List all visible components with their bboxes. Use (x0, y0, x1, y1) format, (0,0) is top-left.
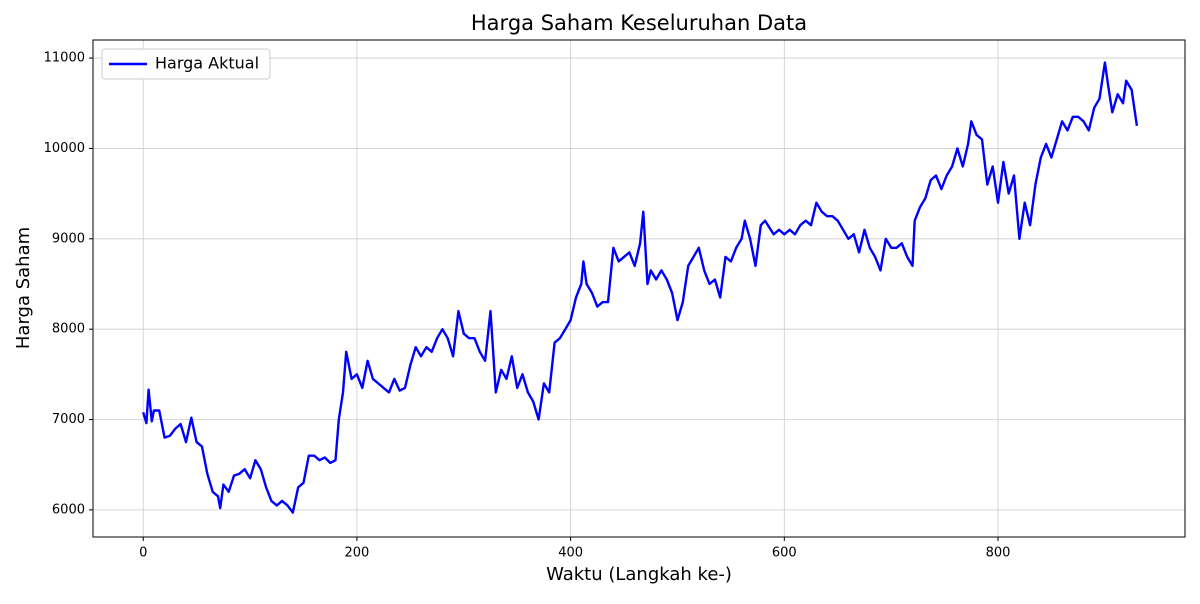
x-axis-label: Waktu (Langkah ke-) (546, 564, 732, 585)
y-tick-label: 6000 (52, 502, 85, 517)
y-tick-label: 8000 (52, 322, 85, 337)
plot-frame (92, 39, 1186, 538)
x-tick-label: 0 (139, 546, 147, 561)
x-tick-label: 200 (345, 546, 370, 561)
legend-label: Harga Aktual (155, 54, 259, 73)
chart-title: Harga Saham Keseluruhan Data (471, 11, 807, 35)
x-tick-label: 800 (986, 546, 1011, 561)
y-tick-label: 11000 (44, 51, 85, 66)
y-axis-label: Harga Saham (13, 227, 34, 349)
x-tick-label: 400 (558, 546, 583, 561)
x-tick-label: 600 (772, 546, 797, 561)
y-tick-label: 7000 (52, 412, 85, 427)
data-line (142, 61, 1139, 514)
y-tick-label: 10000 (44, 141, 85, 156)
legend-box (101, 48, 271, 80)
y-tick-label: 9000 (52, 231, 85, 246)
